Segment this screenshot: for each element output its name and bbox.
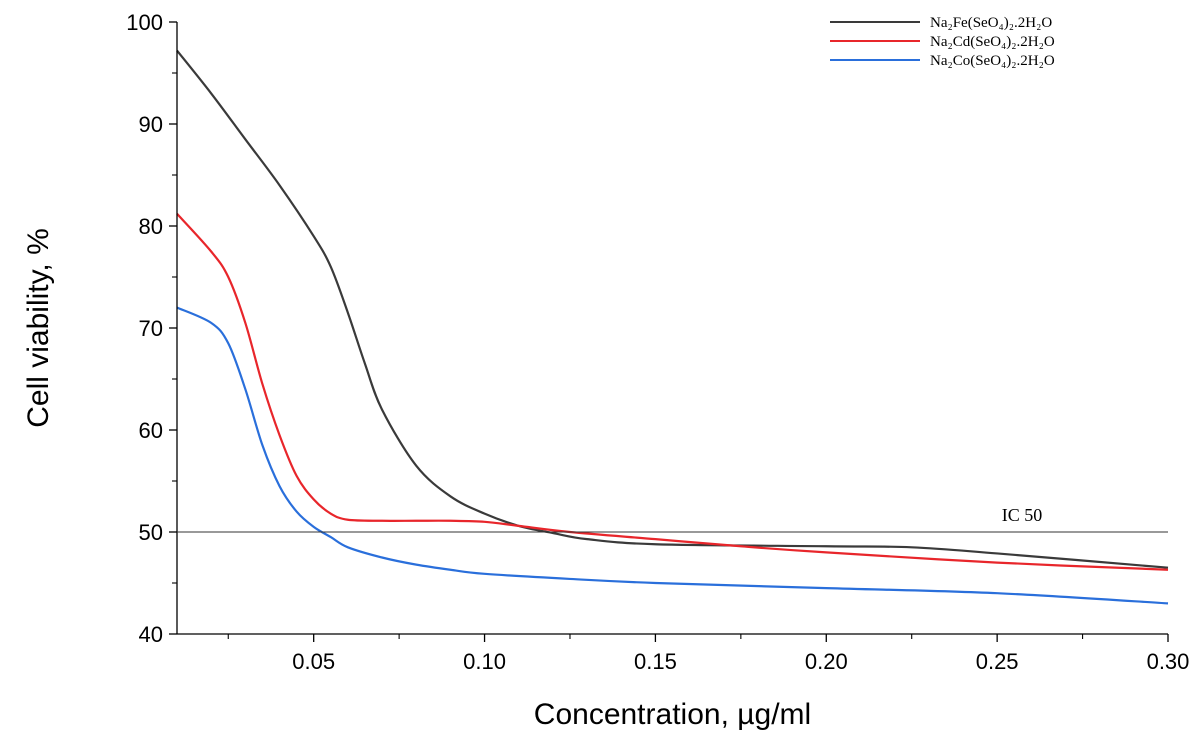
y-tick-label: 60 bbox=[139, 418, 163, 443]
y-tick-label: 40 bbox=[139, 622, 163, 647]
x-tick-label: 0.25 bbox=[976, 649, 1019, 674]
x-axis-title: Concentration, µg/ml bbox=[534, 698, 811, 731]
legend-label-cd: Na₂Cd(SeO₄)₂.2H₂O bbox=[930, 34, 1055, 50]
legend-label-fe: Na₂Fe(SeO₄)₂.2H₂O bbox=[930, 15, 1052, 31]
y-tick-label: 90 bbox=[139, 112, 163, 137]
y-axis-title: Cell viability, % bbox=[22, 228, 55, 428]
x-tick-label: 0.15 bbox=[634, 649, 677, 674]
x-tick-label: 0.10 bbox=[463, 649, 506, 674]
legend-label-co: Na₂Co(SeO₄)₂.2H₂O bbox=[930, 53, 1055, 69]
series-layer bbox=[176, 49, 1169, 605]
axes-layer: 40 50 60 70 80 90 100 0.05 0.10 0.15 0.20 0.25 0.30 I… bbox=[126, 10, 1189, 674]
y-tick-label: 100 bbox=[126, 10, 163, 35]
y-tick-label: 80 bbox=[139, 214, 163, 239]
series-line-fe bbox=[176, 49, 1169, 569]
y-tick-label: 70 bbox=[139, 316, 163, 341]
x-tick-label: 0.30 bbox=[1147, 649, 1190, 674]
legend: Na₂Fe(SeO₄)₂.2H₂O Na₂Cd(SeO₄)₂.2H₂O Na₂Co(… bbox=[830, 15, 1055, 69]
y-tick-label: 50 bbox=[139, 520, 163, 545]
ic50-label: IC 50 bbox=[1002, 505, 1043, 525]
series-line-co bbox=[176, 306, 1169, 605]
x-tick-label: 0.05 bbox=[292, 649, 335, 674]
x-tick-label: 0.20 bbox=[805, 649, 848, 674]
series-line-cd bbox=[176, 213, 1169, 571]
